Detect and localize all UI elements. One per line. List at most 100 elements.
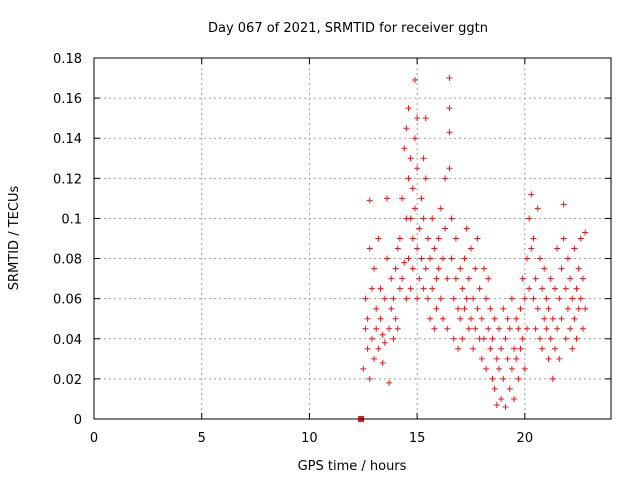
- data-point: [556, 355, 563, 362]
- data-point: [407, 285, 414, 292]
- data-point: [526, 285, 533, 292]
- data-point: [483, 365, 490, 372]
- data-point: [474, 305, 481, 312]
- y-tick-label: 0.16: [53, 92, 82, 107]
- data-point: [444, 325, 451, 332]
- data-point: [409, 235, 416, 242]
- data-point: [373, 325, 380, 332]
- data-point: [452, 235, 459, 242]
- data-point: [567, 325, 574, 332]
- data-points: [358, 75, 589, 422]
- data-point: [530, 295, 537, 302]
- data-point: [375, 345, 382, 352]
- data-point: [478, 315, 485, 322]
- data-point: [392, 265, 399, 272]
- data-point: [457, 265, 464, 272]
- data-point: [427, 315, 434, 322]
- data-point: [394, 245, 401, 252]
- data-point: [383, 255, 390, 262]
- data-point: [437, 295, 444, 302]
- data-point: [511, 345, 518, 352]
- data-point: [394, 325, 401, 332]
- data-point: [556, 295, 563, 302]
- data-point: [506, 385, 513, 392]
- y-tick-label: 0.14: [53, 132, 82, 147]
- x-tick-labels: 0 5 10 15 20: [90, 431, 533, 446]
- data-point: [442, 225, 449, 232]
- data-point: [411, 77, 418, 84]
- data-point: [448, 215, 455, 222]
- data-point: [360, 365, 367, 372]
- data-point: [435, 265, 442, 272]
- data-point: [579, 325, 586, 332]
- data-point: [571, 245, 578, 252]
- data-point: [519, 275, 526, 282]
- data-point: [532, 275, 539, 282]
- data-point: [573, 285, 580, 292]
- data-point: [480, 335, 487, 342]
- data-point: [386, 379, 393, 386]
- data-point: [551, 285, 558, 292]
- data-point: [418, 195, 425, 202]
- data-point: [485, 325, 492, 332]
- data-point: [407, 215, 414, 222]
- data-point: [560, 235, 567, 242]
- data-point: [474, 235, 481, 242]
- y-tick-label: 0.1: [61, 212, 82, 227]
- data-point: [416, 275, 423, 282]
- data-point: [420, 215, 427, 222]
- data-point: [470, 295, 477, 302]
- data-point: [498, 345, 505, 352]
- data-point: [554, 245, 561, 252]
- data-point: [366, 197, 373, 204]
- data-point: [500, 305, 507, 312]
- data-point: [435, 235, 442, 242]
- data-point: [409, 265, 416, 272]
- data-point: [416, 225, 423, 232]
- data-point: [463, 225, 470, 232]
- data-point: [521, 295, 528, 302]
- data-point: [362, 295, 369, 302]
- data-point: [429, 215, 436, 222]
- data-point: [551, 345, 558, 352]
- data-point: [381, 295, 388, 302]
- data-point: [452, 275, 459, 282]
- data-point: [403, 125, 410, 132]
- y-tick-label: 0.04: [53, 333, 82, 348]
- data-point: [448, 255, 455, 262]
- data-point: [489, 375, 496, 382]
- data-point: [541, 315, 548, 322]
- data-point: [547, 335, 554, 342]
- data-point: [455, 305, 462, 312]
- data-point: [465, 325, 472, 332]
- data-point: [536, 335, 543, 342]
- data-point: [577, 295, 584, 302]
- data-point: [549, 315, 556, 322]
- data-point: [431, 325, 438, 332]
- data-point: [467, 315, 474, 322]
- data-point: [405, 255, 412, 262]
- data-point: [489, 335, 496, 342]
- data-point: [366, 245, 373, 252]
- data-point: [558, 265, 565, 272]
- data-point: [422, 115, 429, 122]
- x-tick-label: 0: [90, 431, 98, 446]
- data-point: [405, 175, 412, 182]
- data-point: [420, 285, 427, 292]
- data-point: [418, 255, 425, 262]
- data-point: [396, 235, 403, 242]
- data-point: [582, 229, 589, 236]
- data-point: [399, 275, 406, 282]
- data-point: [480, 265, 487, 272]
- data-point: [444, 275, 451, 282]
- data-point: [564, 255, 571, 262]
- data-point: [504, 355, 511, 362]
- y-tick-label: 0: [74, 413, 82, 428]
- data-point: [478, 355, 485, 362]
- data-point: [571, 315, 578, 322]
- data-point: [517, 305, 524, 312]
- data-point: [407, 155, 414, 162]
- data-point: [549, 375, 556, 382]
- data-point: [526, 215, 533, 222]
